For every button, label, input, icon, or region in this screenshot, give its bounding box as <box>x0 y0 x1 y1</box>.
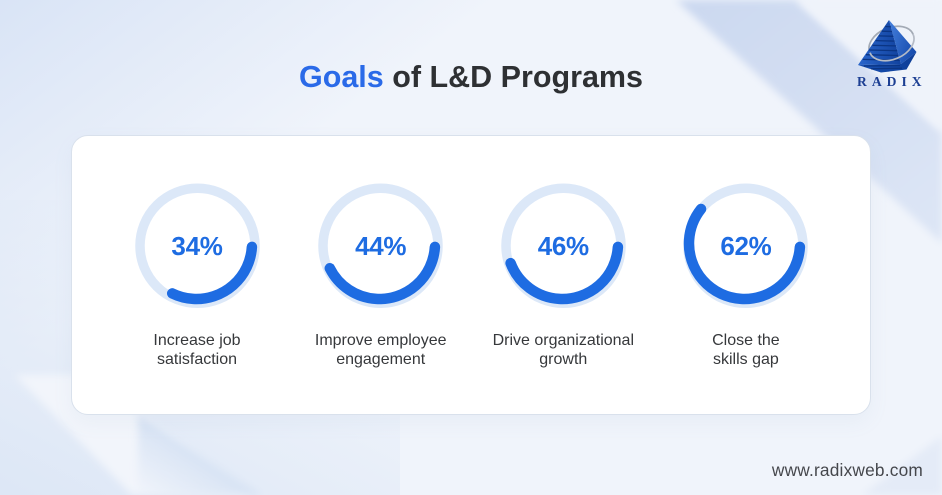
svg-text:RADIX: RADIX <box>857 74 927 89</box>
